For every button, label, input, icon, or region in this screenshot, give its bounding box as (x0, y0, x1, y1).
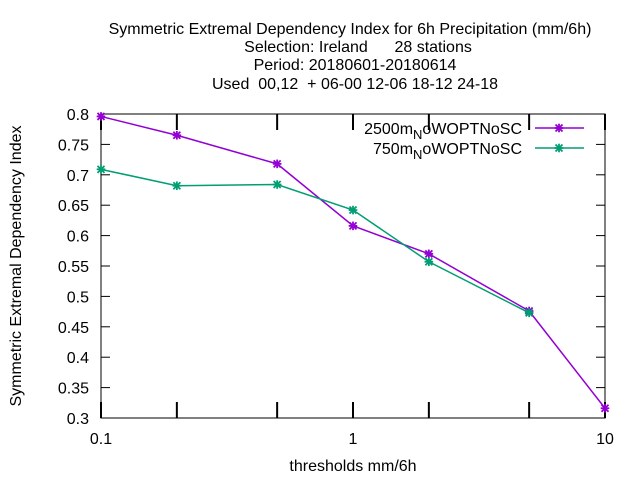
legend-name-sub: N (413, 127, 422, 142)
x-tick-label: 10 (596, 431, 614, 448)
x-axis-label: thresholds mm/6h (289, 458, 416, 475)
legend-name-sub: N (413, 147, 422, 162)
y-tick-label: 0.75 (58, 137, 89, 154)
y-tick-label: 0.6 (67, 229, 89, 246)
x-axis-ticks: 0.1 1 10 (90, 114, 614, 448)
plot-border (100, 113, 606, 419)
legend-marker-2 (554, 143, 564, 153)
legend-label-1: 2500mNoWOPTNoSC (364, 121, 522, 142)
y-tick-label: 0.3 (67, 411, 89, 428)
series-1-point (348, 221, 358, 231)
series-2-point (172, 181, 182, 191)
series-1-point (96, 112, 106, 121)
series-1-point (424, 249, 434, 259)
y-axis-ticks: 0.3 0.35 0.4 0.45 0.5 0.55 0.6 0.65 0.7 0.75 0.8 (58, 107, 605, 428)
series-2-point (348, 205, 358, 215)
y-tick-label: 0.7 (67, 168, 89, 185)
y-tick-label: 0.8 (67, 107, 89, 124)
chart-title-line-1: Symmetric Extremal Dependency Index for … (109, 21, 592, 38)
chart-title-line-4: Used 00,12 + 06-00 12-06 18-12 24-18 (212, 76, 498, 93)
y-tick-label: 0.65 (58, 198, 89, 215)
series-2-point (524, 308, 534, 318)
x-tick-label: 0.1 (90, 431, 112, 448)
series-2-point (272, 180, 282, 189)
y-tick-label: 0.35 (58, 381, 89, 398)
y-tick-label: 0.45 (58, 320, 89, 337)
legend-name-rest: oWOPTNoSC (422, 121, 522, 138)
series-1-point (600, 403, 610, 413)
series-2-point (96, 165, 106, 174)
legend-marker-1 (554, 123, 564, 133)
chart-title-line-2: Selection: Ireland 28 stations (244, 39, 472, 56)
y-tick-label: 0.4 (67, 350, 89, 367)
legend-name-main: 2500m (364, 121, 413, 138)
chart-title: Symmetric Extremal Dependency Index for … (109, 21, 592, 93)
series-layer (96, 112, 610, 413)
x-tick-label: 1 (349, 431, 358, 448)
series-2 (96, 165, 534, 318)
series-1-line (100, 115, 606, 409)
chart-title-line-3: Period: 20180601-20180614 (254, 57, 457, 74)
series-2-point (424, 257, 434, 267)
series-1-point (172, 130, 182, 140)
series-1-point (272, 159, 282, 169)
legend-label-2: 750mNoWOPTNoSC (373, 141, 522, 162)
legend-name-rest: oWOPTNoSC (422, 141, 522, 158)
y-tick-label: 0.5 (67, 289, 89, 306)
series-1 (96, 112, 610, 413)
series-2-line (100, 168, 530, 314)
legend-name-main: 750m (373, 141, 413, 158)
y-tick-label: 0.55 (58, 259, 89, 276)
y-axis-label: Symmetric Extremal Dependency Index (8, 126, 25, 407)
